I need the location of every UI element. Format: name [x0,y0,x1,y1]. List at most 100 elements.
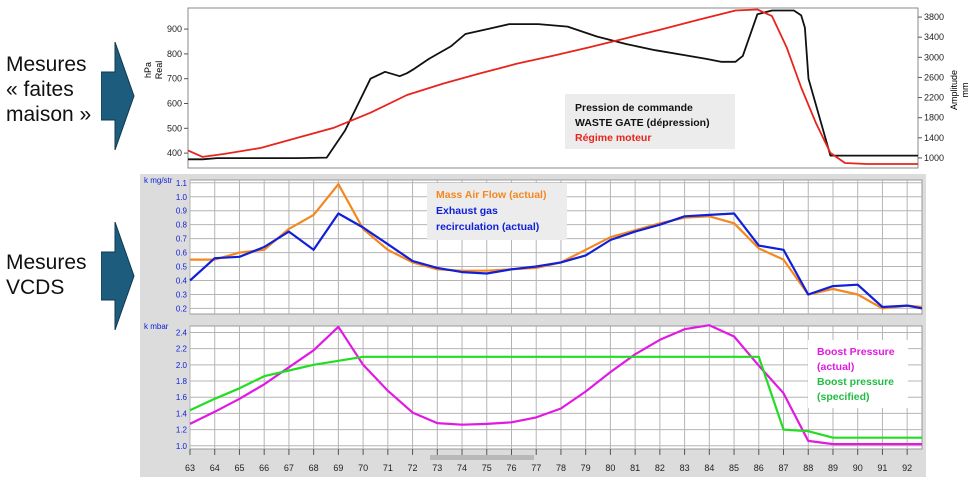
y-tick-label: 0.4 [176,277,188,286]
right-tick-label: 3400 [924,32,944,42]
x-tick-label: 69 [333,463,343,473]
bottom-unit-label: k mbar [144,322,169,331]
x-tick-label: 87 [779,463,789,473]
y-tick-label: 1.0 [176,442,188,451]
right-tick-label: 3800 [924,12,944,22]
legend-boost-specified-2: (specified) [817,391,870,403]
y-tick-label: 1.2 [176,426,188,435]
y-tick-label: 0.6 [176,249,188,258]
left-tick-label: 800 [167,49,182,59]
legend-maf: Mass Air Flow (actual) [436,189,546,201]
right-tick-label: 1000 [924,153,944,163]
y-tick-label: 1.0 [176,193,188,202]
x-tick-label: 75 [482,463,492,473]
x-tick-label: 82 [655,463,665,473]
right-axis-unit: mm [960,83,970,98]
y-tick-label: 0.8 [176,221,188,230]
legend-boost-specified-1: Boost pressure [817,376,894,388]
legend-egr-2: recirculation (actual) [436,221,539,233]
top-chart: hPa Real mm Amplitude 400 500 600 700 800 900… [143,7,970,169]
legend-egr-1: Exhaust gas [436,205,498,217]
x-tick-label: 91 [877,463,887,473]
x-tick-label: 72 [408,463,418,473]
engine-speed-line [187,8,918,165]
left-axis-label: Real [154,61,164,80]
x-tick-label: 86 [754,463,764,473]
x-tick-label: 66 [259,463,269,473]
bottom-plot-area [189,325,923,450]
x-tick-label: 71 [383,463,393,473]
x-tick-label: 67 [284,463,294,473]
label-mesures-maison: Mesures « faites maison » [6,52,91,127]
legend-regime: Régime moteur [575,132,651,144]
y-tick-label: 2.4 [176,328,188,337]
x-tick-label: 73 [432,463,442,473]
right-tick-label: 1800 [924,113,944,123]
x-tick-label: 83 [680,463,690,473]
y-tick-label: 2.2 [176,345,188,354]
left-axis-unit: hPa [143,62,153,78]
x-tick-label: 76 [506,463,516,473]
right-tick-label: 2600 [924,72,944,82]
label-line: Mesures [6,251,87,274]
y-tick-label: 1.8 [176,377,188,386]
x-tick-label: 63 [185,463,195,473]
egr-line [189,212,923,310]
x-tick-label: 85 [729,463,739,473]
right-tick-label: 2200 [924,93,944,103]
vcds-chart: k mg/str k mbar 0.2 0.3 0.4 0.5 0.6 0.7 0.8 0.9… [144,176,923,473]
timeline-scrollbar[interactable] [430,455,534,460]
y-tick-label: 1.1 [176,179,188,188]
x-tick-label: 64 [210,463,220,473]
label-line: maison » [6,103,92,126]
mid-unit-label: k mg/str [144,176,173,185]
x-tick-label: 68 [309,463,319,473]
y-tick-label: 2.0 [176,361,188,370]
label-line: VCDS [6,276,65,299]
label-line: « faites [6,78,74,101]
label-line: Mesures [6,53,87,76]
legend-pression: Pression de commande [575,102,693,114]
x-tick-label: 78 [556,463,566,473]
x-tick-label: 81 [630,463,640,473]
left-tick-label: 700 [167,74,182,84]
x-tick-label: 90 [853,463,863,473]
waste-gate-pressure-line [188,9,918,161]
y-tick-label: 0.3 [176,290,188,299]
x-tick-label: 65 [234,463,244,473]
left-tick-label: 400 [167,148,182,158]
legend-waste-gate: WASTE GATE (dépression) [575,117,710,129]
right-axis-label: Amplitude [949,70,959,110]
arrow-right-icon [101,42,135,150]
mid-legend [427,183,567,240]
x-tick-label: 80 [605,463,615,473]
y-tick-label: 0.7 [176,235,188,244]
y-tick-label: 1.4 [176,409,188,418]
x-tick-label: 77 [531,463,541,473]
y-tick-label: 0.2 [176,304,188,313]
x-tick-label: 74 [457,463,467,473]
y-tick-label: 0.9 [176,207,188,216]
x-tick-label: 84 [704,463,714,473]
x-tick-label: 89 [828,463,838,473]
arrow-right-icon [101,222,135,330]
x-tick-label: 70 [358,463,368,473]
boost-actual-line [189,324,922,446]
boost-specified-line [189,355,922,439]
y-tick-label: 0.5 [176,263,188,272]
left-tick-label: 600 [167,99,182,109]
x-tick-label: 92 [902,463,912,473]
left-tick-label: 900 [167,24,182,34]
x-tick-label: 88 [803,463,813,473]
right-tick-label: 1400 [924,133,944,143]
y-tick-label: 1.6 [176,393,188,402]
left-tick-label: 500 [167,123,182,133]
label-mesures-vcds: Mesures VCDS [6,250,87,300]
right-tick-label: 3000 [924,52,944,62]
top-legend [565,94,735,149]
legend-boost-actual-1: Boost Pressure [817,346,895,358]
top-plot-area [187,7,919,169]
bottom-legend [808,340,908,408]
legend-boost-actual-2: (actual) [817,361,854,373]
x-tick-label: 79 [581,463,591,473]
